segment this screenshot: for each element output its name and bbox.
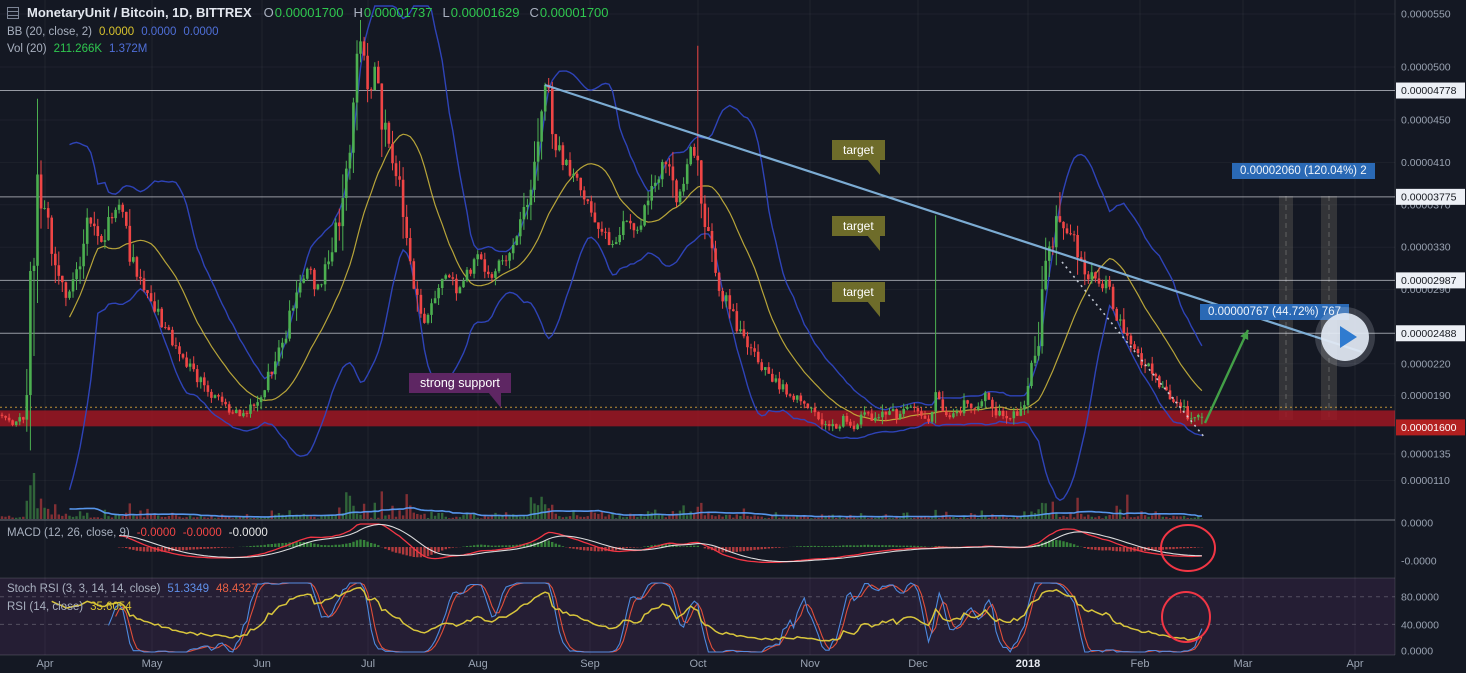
svg-text:0.00004778: 0.00004778 (1401, 85, 1457, 97)
high-value: 0.00001737 (363, 5, 433, 20)
callout-tail-icon (487, 392, 501, 408)
svg-text:0.0000500: 0.0000500 (1401, 62, 1451, 74)
strong-support-callout[interactable]: strong support (409, 373, 511, 408)
svg-text:0.0000410: 0.0000410 (1401, 157, 1451, 169)
rsi-legend[interactable]: RSI (14, close) 35.6054 (7, 601, 132, 613)
svg-text:Nov: Nov (800, 658, 820, 670)
svg-text:0.0000190: 0.0000190 (1401, 390, 1451, 402)
svg-text:Jul: Jul (361, 658, 375, 670)
target-callout-text: target (843, 285, 874, 299)
macd-hist-value: -0.0000 (136, 527, 176, 539)
low-key: L (442, 5, 450, 20)
macd-label: MACD (12, 26, close, 9) (7, 527, 130, 539)
svg-text:Apr: Apr (36, 658, 53, 670)
target-callout-1[interactable]: target (832, 140, 885, 175)
svg-text:Mar: Mar (1234, 658, 1253, 670)
stoch-k-value: 51.3349 (167, 583, 209, 595)
svg-text:Oct: Oct (689, 658, 706, 670)
price-target-label-lower[interactable]: 0.00000767 (44.72%) 767 (1200, 304, 1349, 320)
svg-text:0.00002987: 0.00002987 (1401, 275, 1457, 287)
stoch-rsi-label: Stoch RSI (3, 3, 14, 14, close) (7, 583, 161, 595)
svg-text:0.0000: 0.0000 (1401, 518, 1433, 530)
symbol-title[interactable]: MonetaryUnit / Bitcoin, 1D, BITTREX (27, 5, 252, 20)
callout-tail-icon (866, 301, 880, 317)
bb-basis-value: 0.0000 (99, 26, 135, 38)
svg-text:Feb: Feb (1131, 658, 1150, 670)
target-callout-text: target (843, 143, 874, 157)
svg-text:Jun: Jun (253, 658, 271, 670)
svg-text:0.0000: 0.0000 (1401, 646, 1433, 658)
stoch-d-value: 48.4327 (216, 583, 258, 595)
rsi-value: 35.6054 (90, 601, 132, 613)
target-callout-2[interactable]: target (832, 216, 885, 251)
svg-text:0.0000110: 0.0000110 (1401, 475, 1450, 487)
symbol-menu-icon[interactable] (7, 6, 19, 19)
ohlc-high: H 0.00001737 (353, 5, 432, 20)
volume-label: Vol (20) (7, 43, 47, 55)
svg-text:2018: 2018 (1016, 658, 1040, 670)
target-callout-3[interactable]: target (832, 282, 885, 317)
svg-text:Apr: Apr (1346, 658, 1363, 670)
low-value: 0.00001629 (450, 5, 520, 20)
macd-line-value: -0.0000 (182, 527, 222, 539)
macd-legend[interactable]: MACD (12, 26, close, 9) -0.0000 -0.0000 … (7, 527, 268, 539)
callout-tail-icon (866, 235, 880, 251)
svg-text:0.00003775: 0.00003775 (1401, 191, 1457, 203)
bb-label: BB (20, close, 2) (7, 26, 93, 38)
callout-tail-icon (866, 159, 880, 175)
svg-text:0.00001600: 0.00001600 (1401, 422, 1457, 434)
volume-value: 211.266K (53, 43, 103, 55)
svg-text:40.0000: 40.0000 (1401, 620, 1439, 632)
bb-lower-value: 0.0000 (183, 26, 219, 38)
close-value: 0.00001700 (539, 5, 609, 20)
svg-text:0.00002488: 0.00002488 (1401, 328, 1457, 340)
open-key: O (263, 5, 274, 20)
svg-text:80.0000: 80.0000 (1401, 592, 1439, 604)
ohlc-close: C 0.00001700 (529, 5, 608, 20)
play-button[interactable] (1321, 313, 1369, 361)
macd-signal-value: -0.0000 (228, 527, 268, 539)
target-callout-text: target (843, 219, 874, 233)
close-key: C (529, 5, 539, 20)
symbol-header: MonetaryUnit / Bitcoin, 1D, BITTREX O 0.0… (7, 5, 615, 20)
rsi-label: RSI (14, close) (7, 601, 84, 613)
strong-support-text: strong support (420, 376, 500, 390)
svg-text:Dec: Dec (908, 658, 928, 670)
svg-text:-0.0000: -0.0000 (1401, 556, 1437, 568)
price-target-label-upper[interactable]: 0.00002060 (120.04%) 2 (1232, 163, 1375, 179)
open-value: 0.00001700 (274, 5, 344, 20)
bb-upper-value: 0.0000 (141, 26, 177, 38)
ohlc-open: O 0.00001700 (264, 5, 344, 20)
svg-text:0.0000450: 0.0000450 (1401, 115, 1451, 127)
svg-text:0.0000550: 0.0000550 (1401, 9, 1451, 21)
high-key: H (353, 5, 363, 20)
volume-legend[interactable]: Vol (20) 211.266K 1.372M (7, 43, 147, 55)
bb-legend[interactable]: BB (20, close, 2) 0.0000 0.0000 0.0000 (7, 26, 219, 38)
play-icon (1339, 326, 1357, 348)
svg-text:Sep: Sep (580, 658, 600, 670)
ohlc-low: L 0.00001629 (443, 5, 520, 20)
volume-ma-value: 1.372M (109, 43, 148, 55)
svg-text:0.0000330: 0.0000330 (1401, 242, 1451, 254)
svg-text:0.0000135: 0.0000135 (1401, 448, 1451, 460)
stoch-rsi-legend[interactable]: Stoch RSI (3, 3, 14, 14, close) 51.3349 … (7, 583, 258, 595)
svg-text:Aug: Aug (468, 658, 488, 670)
svg-text:May: May (142, 658, 163, 670)
svg-text:0.0000220: 0.0000220 (1401, 358, 1451, 370)
